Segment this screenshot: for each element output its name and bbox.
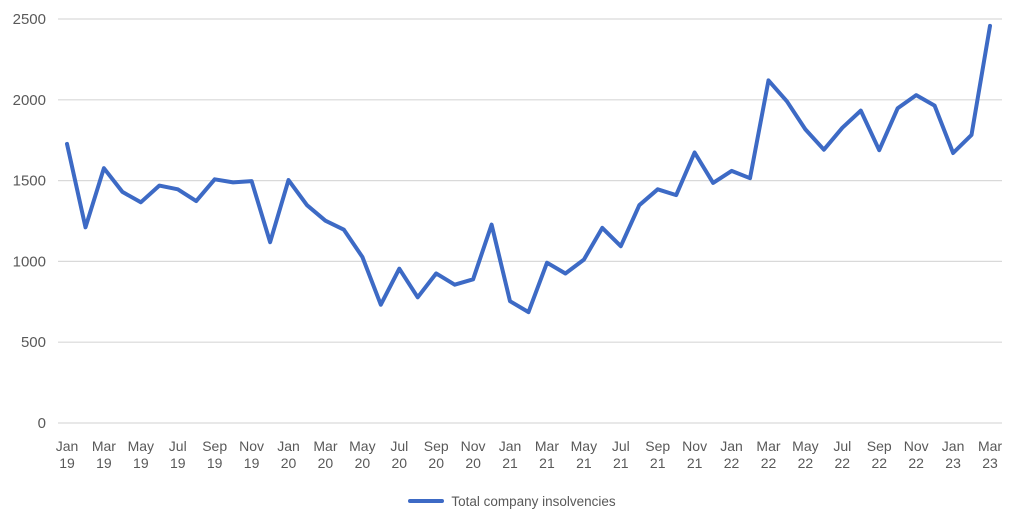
x-axis-tick-label: Jan 20: [277, 438, 300, 471]
x-axis-tick-label: Jul 20: [390, 438, 408, 471]
x-axis-tick-label: Mar 22: [756, 438, 780, 471]
x-axis-tick-label: Jul 22: [833, 438, 851, 471]
y-axis-tick-label: 500: [21, 334, 46, 351]
x-axis-tick-label: Mar 21: [535, 438, 559, 471]
x-axis-tick-label: May 19: [128, 438, 154, 471]
x-axis-tick-label: Nov 19: [239, 438, 264, 471]
series-line-total-company-insolvencies: [65, 23, 992, 315]
x-axis-tick-label: Jan 22: [720, 438, 743, 471]
x-axis-tick-label: Jul 19: [169, 438, 187, 471]
x-axis-tick-label: Jul 21: [612, 438, 630, 471]
x-axis-tick-label: Sep 19: [202, 438, 227, 471]
x-axis-tick-label: May 22: [792, 438, 818, 471]
x-axis-tick-label: Nov 21: [682, 438, 707, 471]
legend-label: Total company insolvencies: [451, 493, 616, 509]
x-axis-tick-label: Mar 23: [978, 438, 1002, 471]
y-axis-tick-label: 2000: [13, 92, 46, 109]
x-axis-tick-label: Mar 20: [313, 438, 337, 471]
x-axis-tick-label: May 21: [571, 438, 597, 471]
legend-line-marker: [408, 499, 445, 503]
legend: Total company insolvencies: [0, 489, 1024, 513]
y-axis-tick-label: 2500: [13, 11, 46, 28]
x-axis-tick-label: Jan 23: [942, 438, 965, 471]
x-axis-tick-label: Mar 19: [92, 438, 116, 471]
x-axis-tick-label: Jan 19: [56, 438, 79, 471]
x-axis-tick-label: Nov 20: [461, 438, 486, 471]
x-axis-tick-label: May 20: [349, 438, 375, 471]
y-axis-tick-label: 0: [38, 415, 46, 432]
x-axis-tick-label: Nov 22: [904, 438, 929, 471]
x-axis-tick-label: Jan 21: [499, 438, 522, 471]
y-axis-tick-label: 1500: [13, 173, 46, 190]
x-axis-tick-label: Sep 21: [645, 438, 670, 471]
x-axis-tick-label: Sep 20: [424, 438, 449, 471]
y-axis-tick-label: 1000: [13, 253, 46, 270]
x-axis-tick-label: Sep 22: [867, 438, 892, 471]
